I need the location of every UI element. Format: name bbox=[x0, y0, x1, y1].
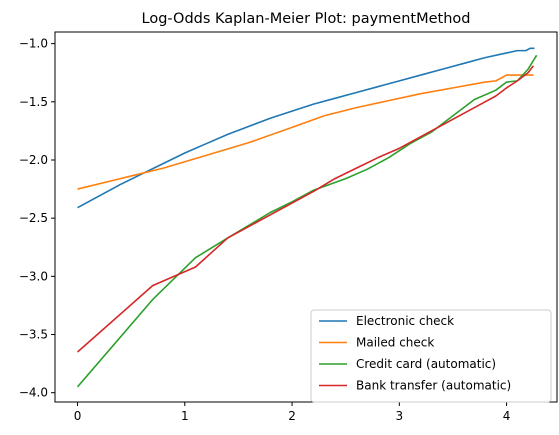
x-tick-label: 3 bbox=[396, 409, 404, 423]
chart-title: Log-Odds Kaplan-Meier Plot: paymentMetho… bbox=[142, 11, 471, 27]
plot-area bbox=[76, 47, 538, 388]
legend-label: Bank transfer (automatic) bbox=[356, 379, 511, 393]
series-line-3 bbox=[77, 65, 535, 353]
legend-box bbox=[310, 309, 552, 403]
x-axis: 0 1 2 3 4 bbox=[74, 402, 511, 423]
x-tick-label: 4 bbox=[503, 409, 511, 423]
y-tick-label: −1.0 bbox=[19, 37, 48, 51]
legend: Electronic check Mailed check Credit card … bbox=[310, 309, 552, 403]
legend-label: Electronic check bbox=[356, 314, 454, 328]
x-tick-label: 0 bbox=[74, 409, 82, 423]
y-tick-label: −3.5 bbox=[19, 328, 48, 342]
y-axis: −4.0 −3.5 −3.0 −2.5 −2.0 −1.5 −1.0 bbox=[19, 37, 55, 400]
y-tick-label: −4.0 bbox=[19, 386, 48, 400]
y-tick-label: −2.0 bbox=[19, 153, 48, 167]
axes-frame bbox=[54, 31, 558, 403]
x-tick-label: 1 bbox=[181, 409, 189, 423]
legend-label: Credit card (automatic) bbox=[356, 357, 496, 371]
y-tick-label: −3.0 bbox=[19, 269, 48, 283]
x-tick-label: 2 bbox=[288, 409, 296, 423]
series-line-1 bbox=[77, 74, 534, 190]
legend-label: Mailed check bbox=[356, 336, 434, 350]
y-tick-label: −2.5 bbox=[19, 211, 48, 225]
y-tick-label: −1.5 bbox=[19, 95, 48, 109]
series-line-0 bbox=[77, 47, 535, 209]
